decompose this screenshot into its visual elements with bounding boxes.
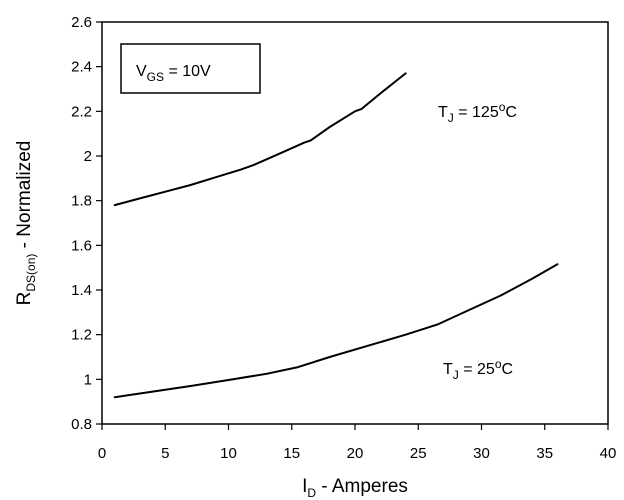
y-tick-label: 2.4 xyxy=(71,59,92,76)
x-axis-title-rest: - Amperes xyxy=(316,476,408,497)
annotation-tj-25-rest: = 25 xyxy=(459,361,495,378)
x-tick-label: 10 xyxy=(220,445,237,462)
condition-label-main: V xyxy=(136,63,147,80)
x-axis-title-sub: D xyxy=(307,486,316,500)
y-tick-label: 1.4 xyxy=(71,282,92,299)
x-axis-title: ID - Amperes xyxy=(302,476,408,500)
y-tick-labels: 0.8 1 1.2 1.4 1.6 1.8 2 2.2 2.4 2.6 xyxy=(71,14,92,433)
annotation-tj-25: TJ = 25oC xyxy=(443,357,513,382)
x-tick-label: 15 xyxy=(283,445,300,462)
x-tick-label: 35 xyxy=(536,445,553,462)
data-curves xyxy=(115,73,558,397)
x-tick-label: 0 xyxy=(98,445,106,462)
y-tick-label: 1.8 xyxy=(71,193,92,210)
y-axis-title-sub: DS(on) xyxy=(24,254,38,292)
annotation-tj-25-main: T xyxy=(443,361,453,378)
annotation-tj-125-rest: = 125 xyxy=(454,104,499,121)
y-tick-label: 0.8 xyxy=(71,416,92,433)
annotation-tj-125-main: T xyxy=(438,104,448,121)
x-tick-label: 5 xyxy=(161,445,169,462)
y-tick-label: 2.2 xyxy=(71,103,92,120)
x-tick-label: 20 xyxy=(347,445,364,462)
y-axis-title-main: R xyxy=(14,292,35,306)
annotation-tj-125-unit: C xyxy=(505,104,517,121)
y-tick-label: 1 xyxy=(84,371,92,388)
y-tick-label: 2 xyxy=(84,148,92,165)
annotation-tj-25-unit: C xyxy=(502,361,514,378)
annotation-tj-125: TJ = 125oC xyxy=(438,100,517,125)
x-tick-label: 40 xyxy=(600,445,617,462)
condition-label-rest: = 10V xyxy=(164,63,211,80)
x-tick-label: 25 xyxy=(410,445,427,462)
x-tick-labels: 0 5 10 15 20 25 30 35 40 xyxy=(98,445,617,462)
y-tick-label: 1.6 xyxy=(71,237,92,254)
y-axis-title: RDS(on) - Normalized xyxy=(14,141,38,306)
condition-label-sub: GS xyxy=(147,70,164,84)
y-tick-label: 2.6 xyxy=(71,14,92,31)
x-tick-label: 30 xyxy=(473,445,490,462)
y-axis-title-rest: - Normalized xyxy=(14,141,35,254)
y-tick-label: 1.2 xyxy=(71,327,92,344)
